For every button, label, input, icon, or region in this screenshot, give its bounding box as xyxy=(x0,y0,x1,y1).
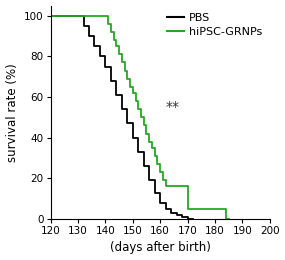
X-axis label: (days after birth): (days after birth) xyxy=(110,242,211,255)
Text: **: ** xyxy=(166,100,180,114)
Y-axis label: survival rate (%): survival rate (%) xyxy=(5,63,19,162)
Legend: PBS, hiPSC-GRNPs: PBS, hiPSC-GRNPs xyxy=(165,11,264,39)
